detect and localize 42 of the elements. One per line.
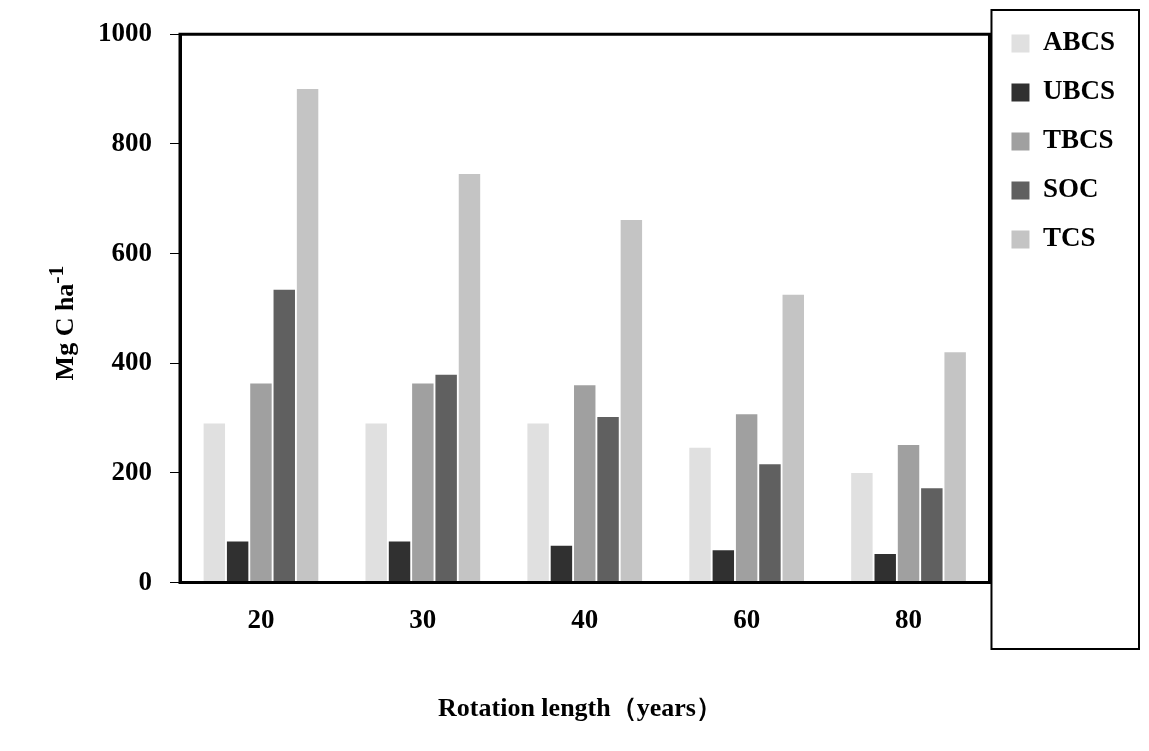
y-tick-label: 0 [138,565,152,596]
bar [458,174,481,583]
bar [388,541,411,583]
bar [250,383,272,583]
y-tick-label: 400 [111,346,152,377]
bar [435,374,457,583]
bar [365,423,387,583]
bar [574,385,596,583]
bar [412,383,434,583]
legend-label: SOC [1042,173,1099,204]
bar [550,545,573,583]
x-tick-label: 80 [895,603,923,634]
y-tick-label: 800 [111,126,152,157]
legend-label: ABCS [1042,26,1116,57]
x-tick-label: 30 [409,603,437,634]
bar [203,423,226,583]
bar [527,423,549,583]
y-tick-label: 600 [111,236,152,267]
bar [226,541,249,583]
legend-label: TBCS [1042,124,1114,155]
bar [921,488,943,583]
legend-label: TCS [1042,222,1096,253]
bar [759,464,781,583]
bar [782,294,804,583]
x-axis-title: Rotation length（years） [438,692,722,724]
bar [735,414,758,583]
bar [874,554,896,583]
bar [712,550,735,583]
legend-label: UBCS [1042,75,1116,106]
bar [689,447,711,583]
y-tick-label: 200 [111,455,152,486]
bar [897,444,920,583]
bar [620,220,643,583]
bar [273,289,295,583]
bar [597,416,619,583]
x-tick-label: 20 [247,603,275,634]
x-tick-label: 60 [733,603,761,634]
bar [296,89,319,583]
bar [944,352,966,583]
y-tick-label: 1000 [98,17,152,48]
x-tick-label: 40 [571,603,599,634]
bar [851,472,873,583]
